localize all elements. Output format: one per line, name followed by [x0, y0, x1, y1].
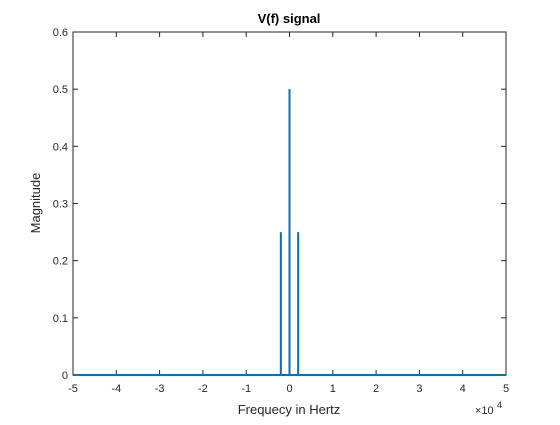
x-tick-label: 5	[503, 383, 509, 395]
x-axis-label: Frequecy in Hertz	[238, 402, 341, 417]
x-tick-label: -4	[111, 383, 121, 395]
x-tick-label: -1	[241, 383, 251, 395]
y-tick-label: 0.6	[53, 27, 68, 39]
x-tick-label: 2	[373, 383, 379, 395]
x-tick-label: 4	[460, 383, 466, 395]
y-tick-label: 0.5	[53, 84, 68, 96]
x-tick-label: -3	[155, 383, 165, 395]
magnitude-series-line	[73, 89, 506, 376]
x-tick-label: -2	[198, 383, 208, 395]
y-tick-label: 0.4	[53, 141, 68, 153]
y-axis: 0 0.1 0.2 0.3 0.4 0.5 0.6	[53, 27, 506, 382]
series-layer	[73, 89, 506, 376]
chart-title: V(f) signal	[258, 11, 321, 26]
y-tick-label: 0	[62, 370, 68, 382]
x-tick-label: 1	[330, 383, 336, 395]
x-tick-label: -5	[68, 383, 78, 395]
y-tick-label: 0.1	[53, 313, 68, 325]
y-tick-label: 0.3	[53, 199, 68, 211]
x-tick-label: 3	[416, 383, 422, 395]
y-axis-label: Magnitude	[28, 173, 43, 234]
y-tick-label: 0.2	[53, 256, 68, 268]
x-exponent-power: 4	[497, 400, 502, 410]
x-tick-label: 0	[286, 383, 292, 395]
x-exponent-label: ×10	[475, 405, 494, 417]
